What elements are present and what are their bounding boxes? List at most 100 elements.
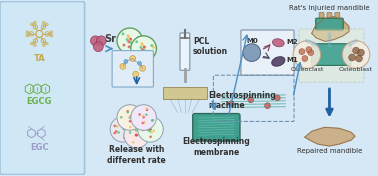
- Circle shape: [127, 111, 129, 113]
- Circle shape: [306, 47, 312, 53]
- Polygon shape: [312, 17, 349, 41]
- Circle shape: [126, 110, 129, 113]
- Circle shape: [293, 41, 321, 68]
- Circle shape: [153, 130, 155, 132]
- Circle shape: [142, 122, 144, 124]
- Circle shape: [146, 109, 148, 111]
- Circle shape: [141, 53, 144, 56]
- Circle shape: [127, 36, 130, 39]
- FancyBboxPatch shape: [319, 12, 324, 19]
- Circle shape: [129, 117, 131, 119]
- FancyBboxPatch shape: [241, 30, 294, 75]
- FancyBboxPatch shape: [0, 1, 85, 175]
- FancyBboxPatch shape: [327, 12, 332, 19]
- Circle shape: [152, 119, 154, 121]
- Circle shape: [358, 49, 364, 56]
- Circle shape: [127, 40, 130, 43]
- Circle shape: [123, 133, 125, 136]
- Circle shape: [149, 128, 152, 131]
- Text: TA: TA: [34, 54, 45, 63]
- Circle shape: [265, 103, 270, 109]
- Circle shape: [149, 128, 152, 131]
- Text: M1: M1: [286, 57, 298, 64]
- Circle shape: [243, 44, 260, 61]
- FancyBboxPatch shape: [299, 29, 364, 82]
- Circle shape: [130, 115, 132, 118]
- Circle shape: [139, 46, 143, 49]
- Circle shape: [125, 38, 129, 41]
- FancyBboxPatch shape: [335, 12, 340, 19]
- FancyBboxPatch shape: [316, 18, 343, 30]
- Circle shape: [138, 61, 142, 65]
- Circle shape: [122, 128, 125, 130]
- Circle shape: [135, 40, 138, 43]
- FancyBboxPatch shape: [312, 44, 351, 65]
- Circle shape: [138, 38, 141, 41]
- Circle shape: [136, 52, 139, 54]
- Circle shape: [356, 55, 363, 62]
- Circle shape: [135, 129, 138, 132]
- Circle shape: [140, 42, 143, 45]
- Circle shape: [120, 63, 126, 69]
- Circle shape: [131, 115, 134, 118]
- Circle shape: [151, 119, 153, 122]
- Text: M0: M0: [246, 38, 258, 44]
- Circle shape: [132, 141, 135, 144]
- Circle shape: [133, 125, 136, 128]
- Circle shape: [136, 113, 139, 115]
- Circle shape: [116, 125, 119, 128]
- Circle shape: [342, 41, 370, 68]
- Circle shape: [152, 46, 155, 49]
- Circle shape: [146, 128, 149, 131]
- Text: Electrospinning
membrane: Electrospinning membrane: [183, 137, 250, 157]
- Circle shape: [124, 59, 128, 63]
- Circle shape: [142, 115, 144, 117]
- Ellipse shape: [272, 57, 285, 66]
- Text: Sr: Sr: [104, 34, 116, 44]
- Circle shape: [113, 125, 116, 127]
- Circle shape: [143, 49, 146, 52]
- Circle shape: [228, 101, 234, 107]
- Polygon shape: [305, 127, 355, 146]
- Circle shape: [124, 122, 149, 148]
- Circle shape: [96, 36, 106, 46]
- Circle shape: [302, 56, 308, 61]
- FancyBboxPatch shape: [163, 87, 206, 99]
- Circle shape: [274, 95, 280, 101]
- Circle shape: [141, 48, 144, 51]
- Circle shape: [123, 136, 126, 139]
- Circle shape: [353, 47, 359, 54]
- Circle shape: [90, 36, 100, 46]
- Circle shape: [129, 116, 131, 118]
- Circle shape: [147, 128, 150, 131]
- Circle shape: [145, 114, 148, 116]
- Circle shape: [150, 44, 153, 47]
- Circle shape: [136, 36, 139, 39]
- Circle shape: [133, 71, 139, 77]
- Circle shape: [122, 44, 125, 47]
- Circle shape: [131, 105, 156, 130]
- Circle shape: [129, 120, 131, 122]
- Circle shape: [129, 41, 132, 44]
- Circle shape: [128, 45, 130, 48]
- Circle shape: [138, 113, 141, 116]
- Circle shape: [115, 130, 118, 133]
- Circle shape: [120, 116, 122, 119]
- Text: EGC: EGC: [30, 143, 49, 152]
- Circle shape: [131, 36, 156, 61]
- Circle shape: [135, 133, 138, 136]
- FancyBboxPatch shape: [180, 33, 190, 70]
- Circle shape: [142, 129, 144, 131]
- Circle shape: [149, 136, 152, 138]
- Circle shape: [136, 134, 138, 137]
- Circle shape: [130, 56, 136, 61]
- Circle shape: [117, 105, 143, 130]
- Circle shape: [130, 127, 132, 130]
- Circle shape: [141, 135, 143, 137]
- Circle shape: [113, 132, 116, 134]
- Circle shape: [129, 38, 132, 40]
- Circle shape: [143, 45, 146, 48]
- Circle shape: [127, 34, 130, 37]
- Circle shape: [129, 131, 132, 134]
- Circle shape: [248, 97, 254, 103]
